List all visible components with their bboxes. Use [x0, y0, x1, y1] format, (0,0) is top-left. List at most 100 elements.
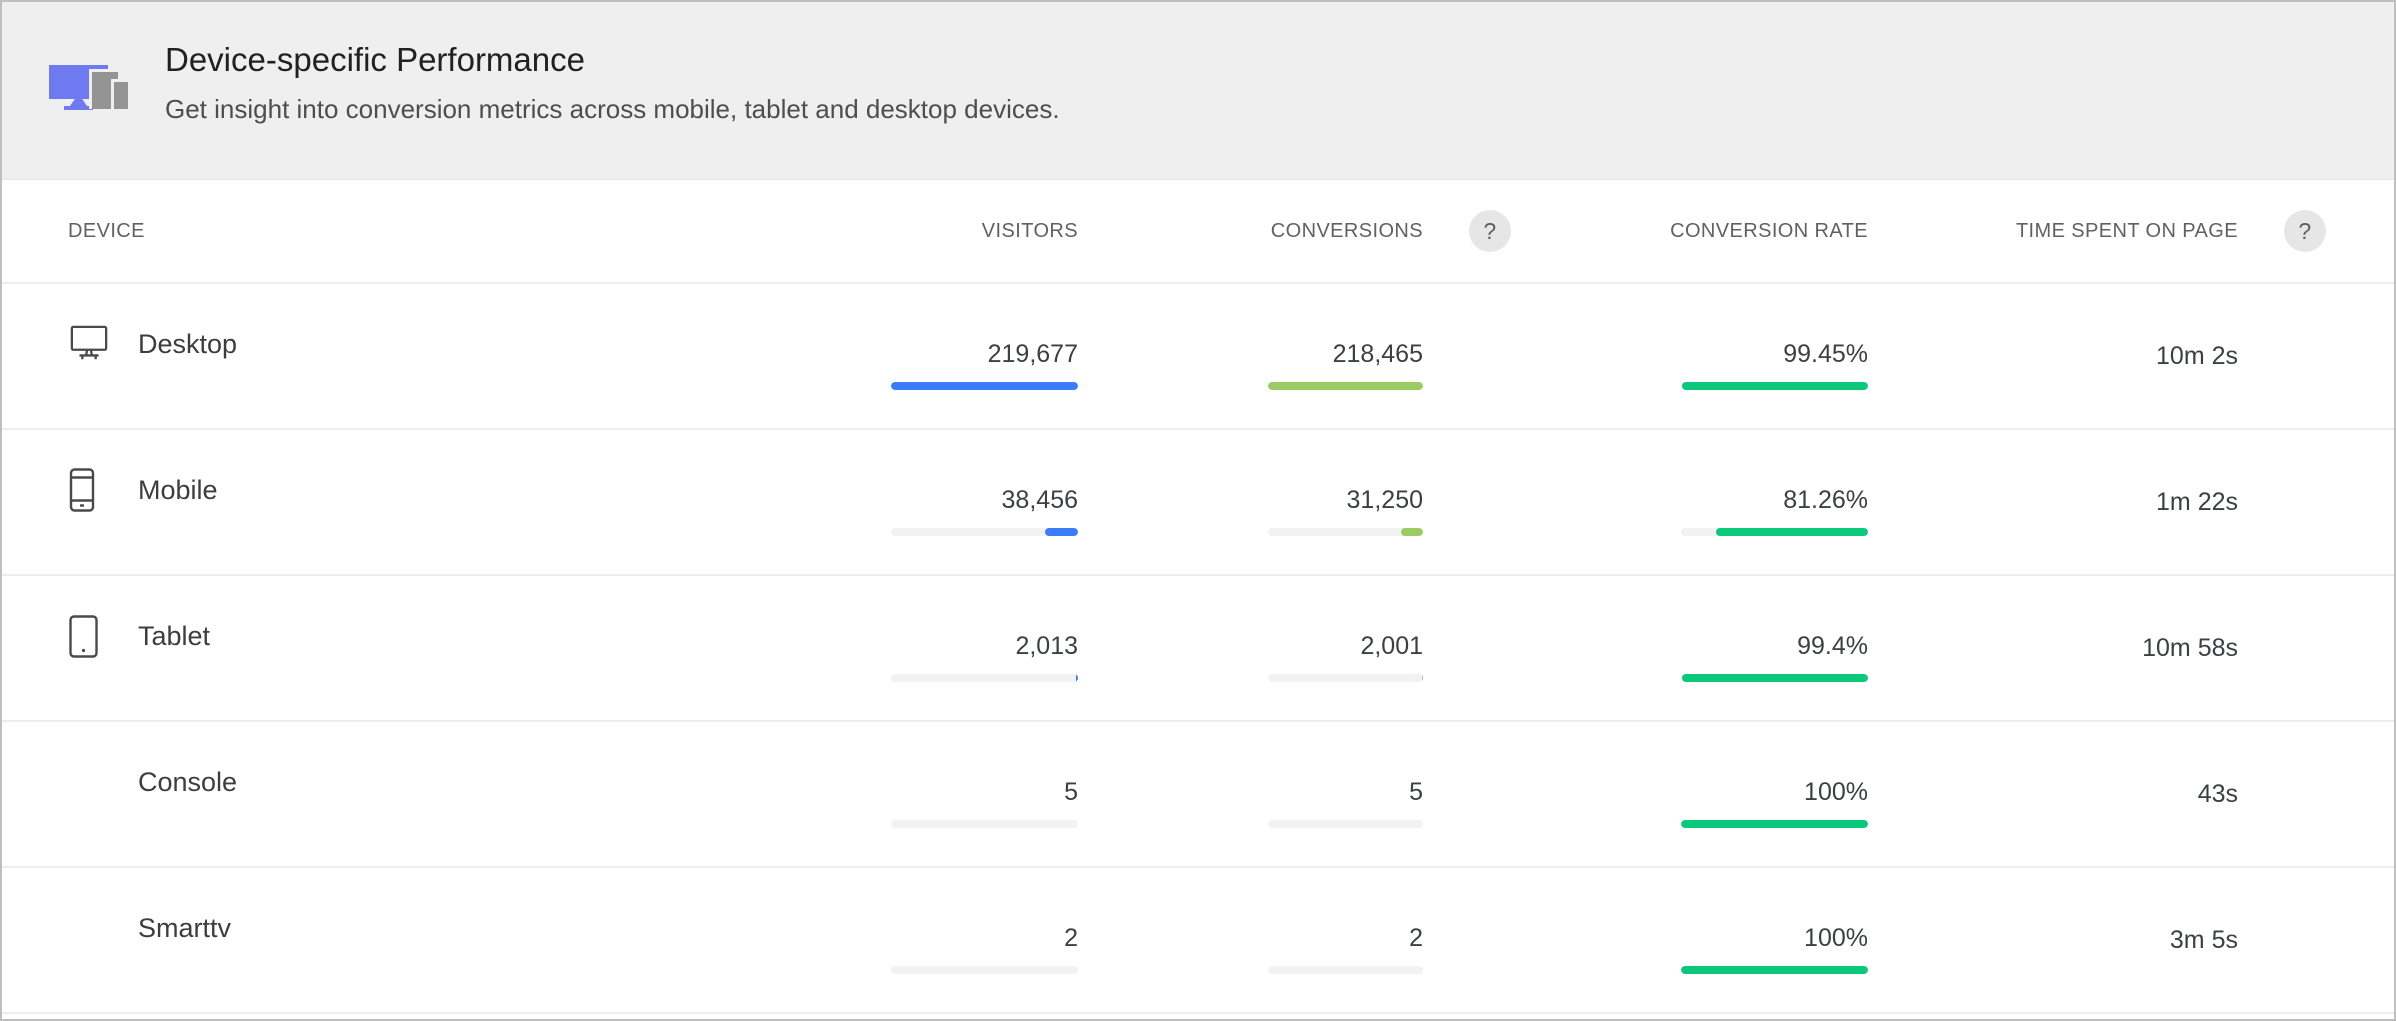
time-on-page-value: 3m 5s	[2169, 925, 2238, 954]
visitors-cell: 2	[658, 876, 1078, 1020]
visitors-bar	[891, 819, 1078, 828]
visitors-bar-fill	[1045, 527, 1078, 536]
conversions-bar	[1268, 673, 1423, 682]
conversion-rate-bar	[1681, 819, 1868, 828]
conversion-rate-cell: 99.45%	[1423, 292, 1868, 436]
conversion-rate-bar-fill	[1681, 965, 1868, 974]
conversions-bar-fill	[1400, 527, 1423, 536]
time-on-page-value: 10m 2s	[2156, 341, 2238, 370]
conversion-rate-bar	[1681, 381, 1868, 390]
table-row: Smarttv 2 2 100% 3m 5s	[2, 868, 2394, 1014]
conversion-rate-value: 100%	[1804, 777, 1868, 806]
widget-title: Device-specific Performance	[165, 41, 585, 78]
conversion-rate-value: 100%	[1804, 923, 1868, 952]
visitors-cell: 219,677	[658, 292, 1078, 436]
column-header-visitors: VISITORS	[658, 180, 1078, 282]
column-header-time-on-page: TIME SPENT ON PAGE ?	[1868, 180, 2326, 282]
header-titles: Device-specific Performance Get insight …	[165, 40, 1060, 125]
visitors-value: 2	[1064, 923, 1078, 952]
conversions-cell: 2,001	[1078, 584, 1423, 728]
device-table: DEVICE VISITORS CONVERSIONS ? CONVERSION…	[2, 180, 2394, 1014]
devices-icon	[49, 60, 131, 112]
conversions-cell: 5	[1078, 730, 1423, 874]
conversions-value: 2	[1409, 923, 1423, 952]
visitors-bar	[891, 527, 1078, 536]
desktop-icon	[68, 324, 112, 364]
table-row: Console 5 5 100% 43s	[2, 722, 2394, 868]
conversion-rate-cell: 100%	[1423, 876, 1868, 1020]
device-name: Mobile	[138, 474, 218, 505]
conversion-rate-value: 81.26%	[1783, 485, 1868, 514]
conversion-rate-bar	[1681, 527, 1868, 536]
tablet-icon	[68, 614, 112, 659]
visitors-value: 2,013	[1015, 631, 1078, 660]
conversions-bar	[1268, 381, 1423, 390]
column-header-conversion-rate-label: CONVERSION RATE	[1670, 219, 1868, 242]
conversion-rate-bar	[1681, 673, 1868, 682]
visitors-value: 219,677	[987, 339, 1078, 368]
visitors-bar-fill	[1076, 673, 1078, 682]
time-on-page-value: 1m 22s	[2156, 487, 2238, 516]
conversion-rate-cell: 100%	[1423, 730, 1868, 874]
time-on-page-cell: 1m 22s	[1868, 430, 2238, 574]
column-header-conversions-label: CONVERSIONS	[1270, 219, 1423, 242]
visitors-bar	[891, 381, 1078, 390]
mobile-icon	[68, 467, 112, 513]
device-cell: Desktop	[2, 272, 658, 416]
device-cell: Smarttv	[2, 856, 658, 1000]
conversions-value: 2,001	[1360, 631, 1423, 660]
column-header-visitors-label: VISITORS	[981, 219, 1078, 242]
conversion-rate-bar	[1681, 965, 1868, 974]
table-row: Desktop 219,677 218,465 99.45% 10m 2s	[2, 284, 2394, 430]
device-name: Tablet	[138, 620, 211, 651]
time-on-page-value: 10m 58s	[2142, 633, 2238, 662]
device-name: Smarttv	[138, 912, 232, 943]
visitors-cell: 2,013	[658, 584, 1078, 728]
conversions-bar-fill	[1421, 673, 1423, 682]
conversion-rate-bar-fill	[1681, 819, 1868, 828]
time-on-page-cell: 3m 5s	[1868, 868, 2238, 1012]
conversion-rate-bar-fill	[1682, 673, 1868, 682]
device-name: Desktop	[138, 328, 238, 359]
column-header-time-on-page-label: TIME SPENT ON PAGE	[2015, 219, 2238, 242]
conversion-rate-value: 99.4%	[1797, 631, 1868, 660]
conversion-rate-cell: 99.4%	[1423, 584, 1868, 728]
conversions-bar	[1268, 527, 1423, 536]
conversion-rate-bar-fill	[1682, 381, 1868, 390]
time-on-page-cell: 10m 58s	[1868, 576, 2238, 720]
widget-header: Device-specific Performance Get insight …	[2, 2, 2394, 180]
time-on-page-cell: 43s	[1868, 722, 2238, 866]
table-body: Desktop 219,677 218,465 99.45% 10m 2s Mo…	[2, 284, 2394, 1014]
device-cell: Console	[2, 710, 658, 854]
conversions-help-icon[interactable]: ?	[1469, 210, 1511, 252]
conversion-rate-bar-fill	[1716, 527, 1868, 536]
device-name: Console	[138, 766, 238, 797]
table-row: Tablet 2,013 2,001 99.4% 10m 58s	[2, 576, 2394, 722]
table-row: Mobile 38,456 31,250 81.26% 1m 22s	[2, 430, 2394, 576]
conversions-value: 218,465	[1332, 339, 1423, 368]
column-header-conversions: CONVERSIONS ?	[1078, 180, 1511, 282]
conversions-bar	[1268, 965, 1423, 974]
device-cell: Tablet	[2, 564, 658, 708]
conversions-bar	[1268, 819, 1423, 828]
visitors-bar	[891, 673, 1078, 682]
conversions-cell: 31,250	[1078, 438, 1423, 582]
visitors-cell: 5	[658, 730, 1078, 874]
monitor-neck-shape	[70, 99, 87, 106]
visitors-bar	[891, 965, 1078, 974]
column-header-conversion-rate: CONVERSION RATE	[1423, 180, 1868, 282]
conversion-rate-cell: 81.26%	[1423, 438, 1868, 582]
conversions-cell: 2	[1078, 876, 1423, 1020]
time-on-page-help-icon[interactable]: ?	[2284, 210, 2326, 252]
conversions-bar-fill	[1268, 381, 1423, 390]
time-on-page-cell: 10m 2s	[1868, 284, 2238, 428]
device-cell: Mobile	[2, 418, 658, 562]
phone-shape	[111, 79, 128, 109]
widget-subtitle: Get insight into conversion metrics acro…	[165, 93, 1060, 124]
conversions-value: 5	[1409, 777, 1423, 806]
visitors-bar-fill	[891, 381, 1078, 390]
visitors-value: 38,456	[1001, 485, 1078, 514]
time-on-page-value: 43s	[2197, 779, 2238, 808]
conversions-cell: 218,465	[1078, 292, 1423, 436]
